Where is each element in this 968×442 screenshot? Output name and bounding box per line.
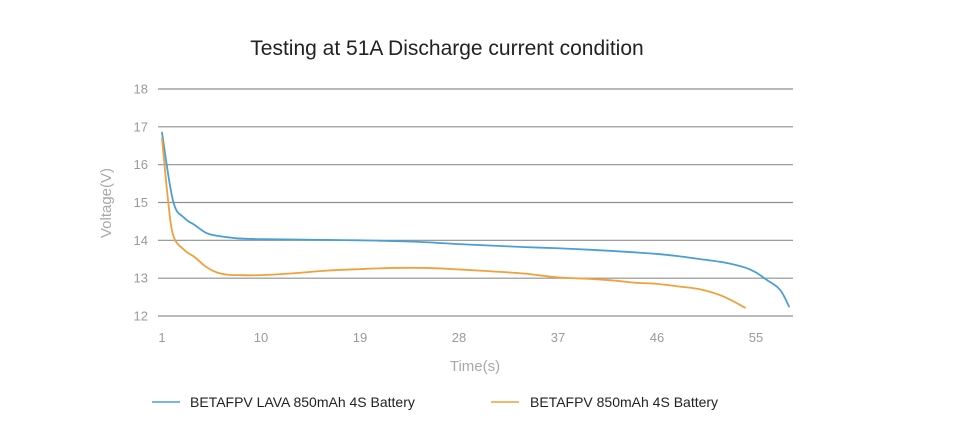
x-tick-label: 46 [650, 330, 664, 345]
y-tick-label: 15 [134, 195, 148, 210]
legend-label-lava: BETAFPV LAVA 850mAh 4S Battery [190, 394, 415, 410]
x-tick-label: 28 [452, 330, 466, 345]
x-axis-ticks: 1 10 19 28 37 46 55 [158, 330, 763, 345]
y-tick-label: 17 [134, 119, 148, 134]
y-tick-label: 12 [134, 309, 148, 324]
x-tick-label: 19 [353, 330, 367, 345]
y-tick-label: 14 [134, 233, 148, 248]
series-line-lava [161, 131, 790, 308]
y-axis-label: Voltage(V) [98, 168, 115, 238]
x-tick-label: 10 [254, 330, 268, 345]
y-axis-ticks: 12 13 14 15 16 17 18 [134, 82, 148, 324]
legend: BETAFPV LAVA 850mAh 4S Battery BETAFPV 8… [152, 394, 718, 410]
y-tick-label: 18 [134, 82, 148, 97]
x-axis-label: Time(s) [450, 358, 500, 375]
series-line-standard [161, 137, 746, 309]
gridlines [158, 88, 793, 317]
data-series [161, 131, 790, 309]
y-tick-label: 13 [134, 271, 148, 286]
x-tick-label: 1 [158, 330, 165, 345]
x-tick-label: 37 [551, 330, 565, 345]
chart-title: Testing at 51A Discharge current conditi… [250, 37, 643, 60]
y-tick-label: 16 [134, 157, 148, 172]
x-tick-label: 55 [749, 330, 763, 345]
legend-label-standard: BETAFPV 850mAh 4S Battery [530, 394, 718, 410]
